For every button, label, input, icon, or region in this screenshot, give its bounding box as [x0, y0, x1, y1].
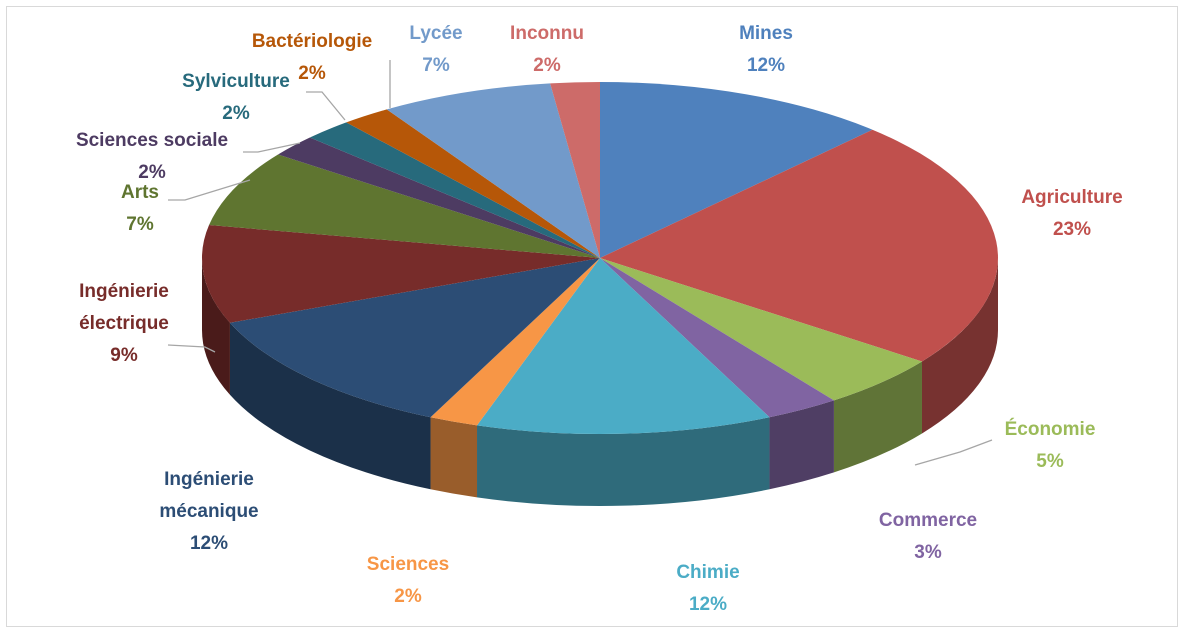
data-label: Agriculture 23%: [1021, 182, 1122, 246]
category-label: Chimie: [676, 562, 740, 583]
value-label: 23%: [1052, 219, 1092, 240]
leader-lines: [167, 60, 993, 466]
leader-line: [914, 439, 993, 466]
category-label: Inconnu: [510, 23, 584, 44]
slice-side: [229, 322, 431, 490]
leader-line: [168, 179, 251, 201]
category-label: Économie: [1004, 419, 1096, 440]
category-label: Sylviculture: [182, 71, 290, 92]
data-label: Arts 7%: [121, 177, 159, 241]
slice: [600, 129, 998, 362]
slice: [477, 258, 770, 434]
slice: [600, 82, 873, 258]
slice: [550, 82, 600, 258]
slice-side: [430, 417, 478, 498]
category-label: Mines: [739, 23, 793, 44]
data-label: Économie 5%: [1005, 414, 1096, 478]
slice: [278, 137, 600, 258]
slice: [600, 258, 834, 418]
slice: [346, 109, 600, 258]
category-label: Sciences sociale: [75, 130, 229, 151]
slice: [309, 122, 600, 258]
category-label: Bactériologie: [251, 31, 373, 52]
value-label: 12%: [746, 55, 786, 76]
slice: [209, 154, 600, 258]
value-label: 2%: [394, 586, 422, 607]
value-label: 5%: [1036, 451, 1064, 472]
category-label: Arts: [120, 182, 160, 203]
value-label: 2%: [222, 103, 250, 124]
value-label: 12%: [688, 594, 728, 615]
category-label: Lycée: [409, 23, 463, 44]
category-label: Ingénierie mécanique: [159, 469, 259, 522]
category-label: Agriculture: [1021, 187, 1123, 208]
slice: [600, 258, 922, 401]
leader-line: [243, 142, 301, 153]
data-label: Inconnu 2%: [510, 18, 584, 82]
leader-line: [306, 91, 346, 121]
data-label: Sciences 2%: [367, 549, 449, 613]
slice: [201, 225, 600, 323]
data-label: Mines 12%: [739, 18, 793, 82]
slices: [201, 82, 998, 507]
category-label: Ingénierie électrique: [79, 281, 169, 334]
data-label: Sciences sociale 2%: [76, 125, 228, 189]
value-label: 2%: [533, 55, 561, 76]
data-label: Sylviculture 2%: [182, 66, 290, 130]
slice-side: [833, 361, 922, 473]
slice: [386, 83, 600, 258]
slice: [229, 258, 600, 418]
category-label: Commerce: [878, 510, 978, 531]
leader-line: [167, 344, 216, 353]
data-label: Commerce 3%: [879, 505, 977, 569]
data-label: Ingénierie électrique 9%: [54, 276, 194, 372]
value-label: 7%: [126, 214, 154, 235]
chart-frame: [6, 6, 1178, 627]
slice-side: [477, 417, 770, 507]
value-label: 12%: [189, 533, 229, 554]
slice-side: [769, 400, 834, 490]
value-label: 3%: [914, 542, 942, 563]
value-label: 7%: [422, 55, 450, 76]
data-label: Bactériologie 2%: [252, 26, 372, 90]
data-label: Chimie 12%: [676, 557, 739, 621]
value-label: 2%: [298, 63, 326, 84]
slice-side: [921, 258, 998, 434]
data-label: Ingénierie mécanique 12%: [139, 464, 279, 560]
category-label: Sciences: [366, 554, 450, 575]
value-label: 2%: [138, 162, 166, 183]
data-label: Lycée 7%: [409, 18, 462, 82]
slice: [430, 258, 600, 426]
value-label: 9%: [110, 345, 138, 366]
slice-side: [202, 258, 230, 395]
